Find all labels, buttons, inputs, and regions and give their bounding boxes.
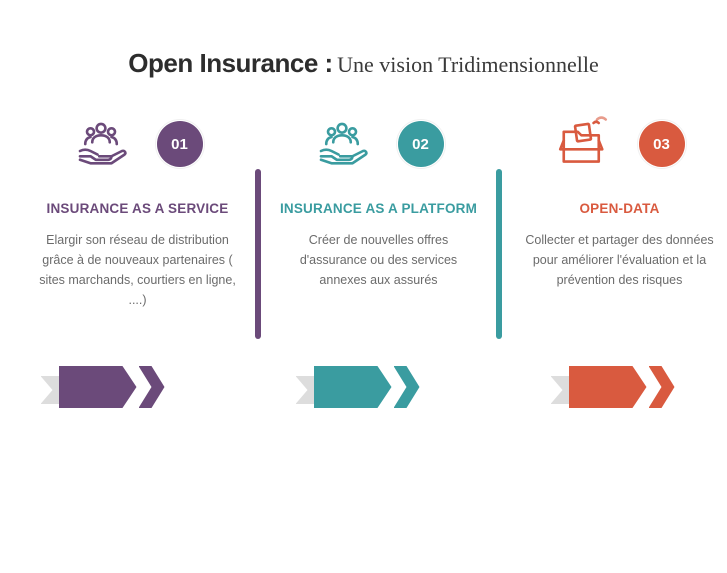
chevron-right-icon	[394, 366, 420, 408]
title-bold: Open Insurance :	[128, 48, 332, 78]
card-title-platform: INSURANCE AS A PLATFORM	[271, 201, 486, 216]
cards-row: 01 INSURANCE AS A SERVICE Elargir son ré…	[0, 109, 727, 310]
hand-people-icon	[73, 116, 129, 172]
arrow-1	[59, 366, 169, 408]
card-opendata: 03 OPEN-DATA Collecter et partager des d…	[512, 109, 727, 310]
page-title: Open Insurance : Une vision Tridimension…	[0, 48, 727, 79]
badge-01: 01	[157, 121, 203, 167]
card-body-platform: Créer de nouvelles offres d'assurance ou…	[271, 230, 486, 290]
chevron-right-icon	[139, 366, 165, 408]
arrows-row	[0, 366, 727, 408]
divider-1	[255, 169, 261, 339]
folder-data-icon	[555, 116, 611, 172]
card-title-opendata: OPEN-DATA	[512, 201, 727, 216]
card-body-service: Elargir son réseau de distribution grâce…	[30, 230, 245, 310]
arrow-3	[569, 366, 679, 408]
card-service: 01 INSURANCE AS A SERVICE Elargir son ré…	[30, 109, 245, 310]
badge-03: 03	[639, 121, 685, 167]
chevron-right-icon	[649, 366, 675, 408]
arrow-main-icon	[59, 366, 137, 408]
badge-02: 02	[398, 121, 444, 167]
title-serif: Une vision Tridimensionnelle	[337, 52, 599, 77]
arrow-main-icon	[314, 366, 392, 408]
arrow-2	[314, 366, 424, 408]
card-platform: 02 INSURANCE AS A PLATFORM Créer de nouv…	[271, 109, 486, 310]
card-title-service: INSURANCE AS A SERVICE	[30, 201, 245, 216]
hand-people-icon	[314, 116, 370, 172]
arrow-main-icon	[569, 366, 647, 408]
divider-2	[496, 169, 502, 339]
card-body-opendata: Collecter et partager des données pour a…	[512, 230, 727, 290]
